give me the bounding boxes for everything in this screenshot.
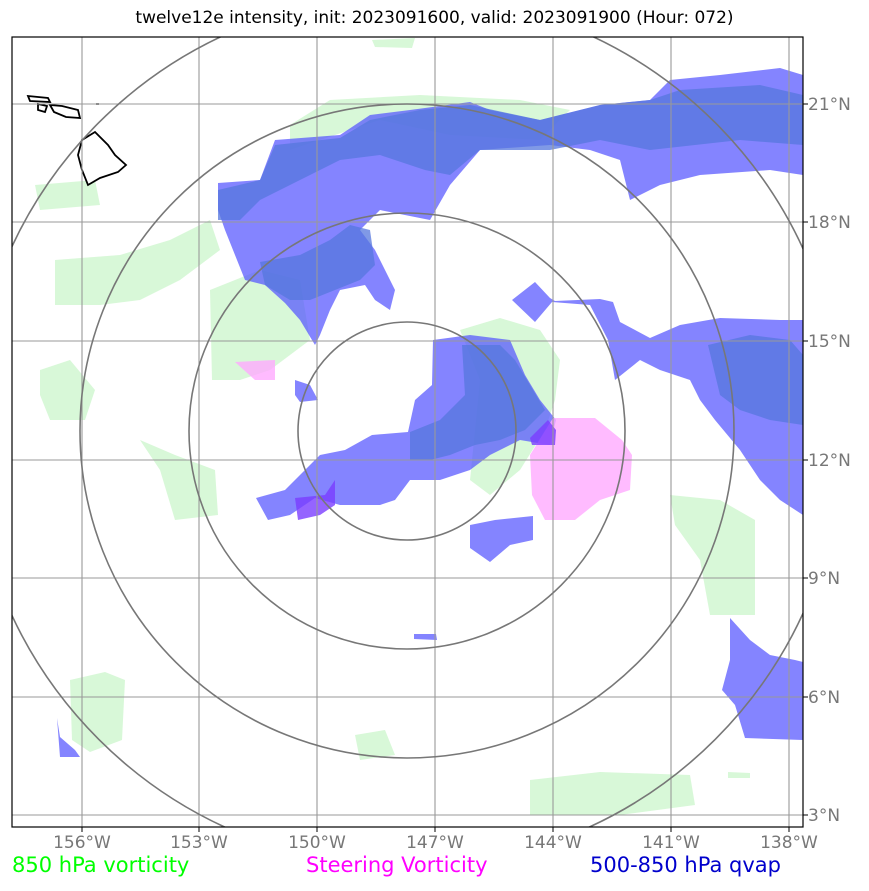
graticule	[12, 37, 803, 827]
legend-850-vorticity: 850 hPa vorticity	[12, 853, 190, 877]
qvap-overlap-layer	[218, 85, 803, 460]
lon-label: 141°W	[642, 833, 700, 853]
lat-label: 15°N	[808, 332, 851, 352]
longitude-labels: 156°W 153°W 150°W 147°W 144°W 141°W 138°…	[53, 833, 818, 853]
lon-label: 153°W	[170, 833, 228, 853]
legend-steering-vorticity: Steering Vorticity	[306, 853, 488, 877]
lat-label: 18°N	[808, 213, 851, 233]
steering-overlap-layer	[295, 420, 556, 520]
range-rings	[12, 37, 803, 827]
lon-label: 156°W	[53, 833, 111, 853]
latitude-labels: 21°N 18°N 15°N 12°N 9°N 6°N 3°N	[808, 95, 851, 826]
lat-label: 6°N	[808, 688, 840, 708]
legend-qvap: 500-850 hPa qvap	[590, 853, 781, 877]
lon-label: 144°W	[524, 833, 582, 853]
lon-label: 147°W	[406, 833, 464, 853]
lat-label: 12°N	[808, 451, 851, 471]
qvap-layer	[57, 68, 803, 757]
lat-label: 9°N	[808, 569, 840, 589]
lon-label: 150°W	[288, 833, 346, 853]
lon-label: 138°W	[760, 833, 818, 853]
map-title: twelve12e intensity, init: 2023091600, v…	[135, 8, 734, 28]
lat-label: 21°N	[808, 95, 851, 115]
tick-marks	[81, 103, 808, 832]
plot-border	[11, 36, 804, 828]
lat-label: 3°N	[808, 806, 840, 826]
hawaii-coastline	[26, 94, 128, 187]
steering-vorticity-layer	[235, 360, 632, 520]
